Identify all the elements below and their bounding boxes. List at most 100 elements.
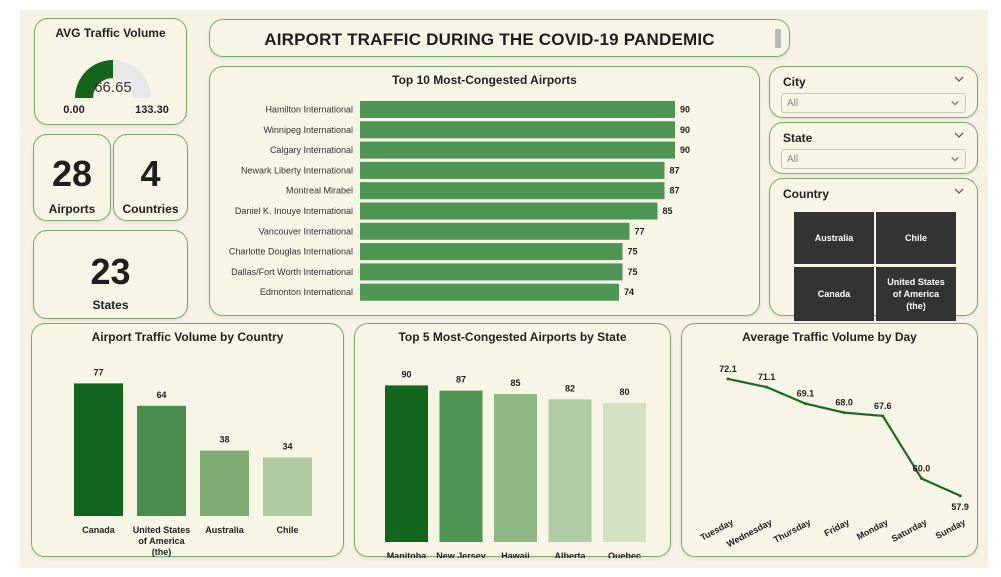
top10-value-label: 87 xyxy=(670,165,680,175)
country-tile-usa[interactable]: United States of America (the) xyxy=(876,267,956,321)
day-axis-label: Friday xyxy=(822,517,851,539)
chevron-down-icon xyxy=(951,156,959,162)
gauge-card: AVG Traffic Volume 66.65 0.00 133.30 xyxy=(34,18,187,125)
header-card: AIRPORT TRAFFIC DURING THE COVID-19 PAND… xyxy=(209,19,790,57)
state-slicer[interactable]: State All xyxy=(769,122,978,174)
state-dropdown[interactable]: All xyxy=(781,149,966,169)
top10-bar-calgary-international[interactable] xyxy=(360,141,675,159)
state-value-label: 90 xyxy=(401,369,411,379)
gauge-fill xyxy=(75,60,113,98)
country-category-label: (the) xyxy=(152,547,172,557)
top10-value-label: 74 xyxy=(624,287,634,297)
top10-bar-montreal-mirabel[interactable] xyxy=(360,182,665,200)
top10-category-label: Hamilton International xyxy=(265,105,353,115)
country-category-label: of America xyxy=(138,536,185,546)
top10-category-label: Winnipeg International xyxy=(263,125,353,135)
day-point-friday[interactable] xyxy=(842,411,846,415)
day-point-monday[interactable] xyxy=(881,414,885,418)
country-tile-canada[interactable]: Canada xyxy=(794,267,874,321)
day-point-wednesday[interactable] xyxy=(765,385,769,389)
chevron-down-icon[interactable] xyxy=(953,73,965,85)
chevron-down-icon[interactable] xyxy=(953,129,965,141)
top10-category-label: Charlotte Douglas International xyxy=(229,247,353,257)
top10-category-label: Dallas/Fort Worth International xyxy=(231,267,353,277)
top10-bar-winnipeg-international[interactable] xyxy=(360,121,675,139)
kpi-countries-label: Countries xyxy=(122,202,179,216)
top10-value-label: 77 xyxy=(635,226,645,236)
country-bar-australia[interactable] xyxy=(200,450,249,516)
state-bar-new-jersey[interactable] xyxy=(439,390,483,542)
state-chart-title: Top 5 Most-Congested Airports by State xyxy=(398,330,627,344)
city-slicer[interactable]: City All xyxy=(769,66,978,118)
day-point-saturday[interactable] xyxy=(920,477,923,481)
kpi-airports-label: Airports xyxy=(48,202,96,216)
top10-category-label: Newark Liberty International xyxy=(241,165,353,175)
day-point-thursday[interactable] xyxy=(803,402,807,406)
country-value-label: 64 xyxy=(156,390,166,400)
city-dropdown-value: All xyxy=(787,98,799,109)
country-value-label: 77 xyxy=(93,367,103,377)
country-chart-card: Airport Traffic Volume by Country 77 Cana… xyxy=(31,323,344,557)
state-category-label: Alberta xyxy=(554,551,586,558)
country-slicer-title: Country xyxy=(783,187,829,201)
state-dropdown-value: All xyxy=(787,154,799,165)
country-category-label: Canada xyxy=(82,525,116,535)
day-point-sunday[interactable] xyxy=(958,494,962,498)
country-category-label: Australia xyxy=(205,525,245,535)
day-value-label: 72.1 xyxy=(719,364,737,374)
chevron-down-icon xyxy=(951,100,959,106)
day-trend-line[interactable] xyxy=(727,377,961,497)
top10-value-label: 75 xyxy=(628,267,638,277)
kpi-airports-value: 28 xyxy=(51,153,93,194)
state-bar-alberta[interactable] xyxy=(548,399,592,542)
gauge-value: 66.65 xyxy=(94,79,132,96)
state-chart-card: Top 5 Most-Congested Airports by State 9… xyxy=(354,323,671,558)
day-point-tuesday[interactable] xyxy=(726,377,730,381)
top10-bar-edmonton-international[interactable] xyxy=(360,283,619,301)
state-value-label: 80 xyxy=(619,387,629,397)
day-value-label: 68.0 xyxy=(835,398,853,408)
country-bar-chile[interactable] xyxy=(263,457,312,516)
top10-bar-newark-liberty-international[interactable] xyxy=(360,161,665,179)
state-bar-hawaii[interactable] xyxy=(494,394,537,542)
dashboard-canvas: AVG Traffic Volume 66.65 0.00 133.30 28 … xyxy=(20,10,988,568)
kpi-airports-card: 28 Airports xyxy=(33,134,111,221)
day-axis-label: Thursday xyxy=(772,517,812,545)
state-category-label: New Jersey xyxy=(436,551,486,558)
city-slicer-title: City xyxy=(783,75,806,89)
state-bar-manitoba[interactable] xyxy=(385,385,428,542)
top10-category-label: Vancouver International xyxy=(259,226,353,236)
country-bar-united-states-of-america-the[interactable] xyxy=(137,405,186,516)
state-value-label: 82 xyxy=(565,383,575,393)
country-value-label: 34 xyxy=(282,441,292,451)
top10-chart: Hamilton International 90 Winnipeg Interna… xyxy=(229,101,690,301)
state-bar-quebec[interactable] xyxy=(603,402,646,542)
country-tile-chile[interactable]: Chile xyxy=(876,212,956,264)
country-chart-title: Airport Traffic Volume by Country xyxy=(91,330,284,344)
kpi-states-card: 23 States xyxy=(33,230,188,319)
top10-bar-hamilton-international[interactable] xyxy=(360,101,675,118)
top10-bar-charlotte-douglas-international[interactable] xyxy=(360,243,623,261)
city-dropdown[interactable]: All xyxy=(781,93,966,113)
top10-value-label: 90 xyxy=(680,105,690,115)
top10-bar-vancouver-international[interactable] xyxy=(360,222,630,240)
country-bar-canada[interactable] xyxy=(74,383,123,516)
state-slicer-title: State xyxy=(783,131,813,145)
country-slicer: Country Australia Chile Canada United St… xyxy=(769,178,978,321)
day-axis-label: Sunday xyxy=(934,517,967,541)
top10-bar-daniel-k-inouye-international[interactable] xyxy=(360,202,658,220)
top10-value-label: 85 xyxy=(663,206,673,216)
chevron-down-icon[interactable] xyxy=(953,185,965,197)
header-scrollbar[interactable] xyxy=(775,29,781,48)
country-category-label: Chile xyxy=(276,525,298,535)
day-chart: 72.1Tuesday71.1Wednesday69.1Thursday68.0… xyxy=(699,364,969,549)
day-chart-card: Average Traffic Volume by Day 72.1 Tuesda… xyxy=(681,323,978,557)
state-category-label: Manitoba xyxy=(387,551,427,558)
country-tile-australia[interactable]: Australia xyxy=(794,212,874,264)
day-chart-title: Average Traffic Volume by Day xyxy=(742,330,917,344)
top10-value-label: 90 xyxy=(680,125,690,135)
kpi-countries-value: 4 xyxy=(140,153,161,194)
day-value-label: 60.0 xyxy=(913,464,931,474)
top10-bar-dallas-fort-worth-international[interactable] xyxy=(360,263,623,281)
